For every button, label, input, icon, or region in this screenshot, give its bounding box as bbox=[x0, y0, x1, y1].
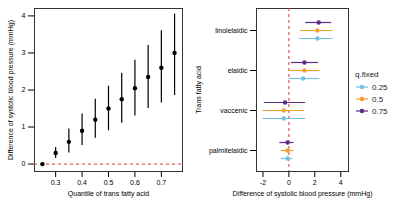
svg-text:linolelaidic: linolelaidic bbox=[215, 27, 248, 34]
svg-text:0.7: 0.7 bbox=[156, 179, 166, 186]
html-text:0.25: 0.25 bbox=[372, 82, 388, 92]
svg-text:0.6: 0.6 bbox=[130, 179, 140, 186]
svg-text:Difference of systolic blood p: Difference of systolic blood pressure (m… bbox=[233, 190, 373, 198]
svg-text:1: 1 bbox=[22, 123, 26, 130]
html-text:q.fixed: q.fixed bbox=[355, 70, 379, 79]
svg-text:0.4: 0.4 bbox=[77, 179, 87, 186]
svg-text:elaidic: elaidic bbox=[228, 67, 248, 74]
svg-text:4: 4 bbox=[22, 12, 26, 19]
svg-text:vaccenic: vaccenic bbox=[220, 107, 248, 114]
html-text:0.75: 0.75 bbox=[372, 106, 388, 116]
svg-text:Quantile of trans fatty acid: Quantile of trans fatty acid bbox=[68, 190, 149, 198]
svg-text:palmitelaidic: palmitelaidic bbox=[209, 147, 248, 155]
html-text:0.5: 0.5 bbox=[372, 94, 384, 104]
svg-text:0: 0 bbox=[287, 179, 291, 186]
svg-text:3: 3 bbox=[22, 49, 26, 56]
svg-text:0: 0 bbox=[22, 160, 26, 167]
svg-text:4: 4 bbox=[339, 179, 343, 186]
svg-text:2: 2 bbox=[22, 86, 26, 93]
svg-text:0.3: 0.3 bbox=[51, 179, 61, 186]
svg-text:Difference of systolic blood p: Difference of systolic blood pressure (m… bbox=[7, 20, 15, 160]
svg-text:0.5: 0.5 bbox=[104, 179, 114, 186]
svg-text:Trans fatty acid: Trans fatty acid bbox=[195, 66, 203, 114]
svg-text:2: 2 bbox=[313, 179, 317, 186]
svg-text:-2: -2 bbox=[260, 179, 266, 186]
